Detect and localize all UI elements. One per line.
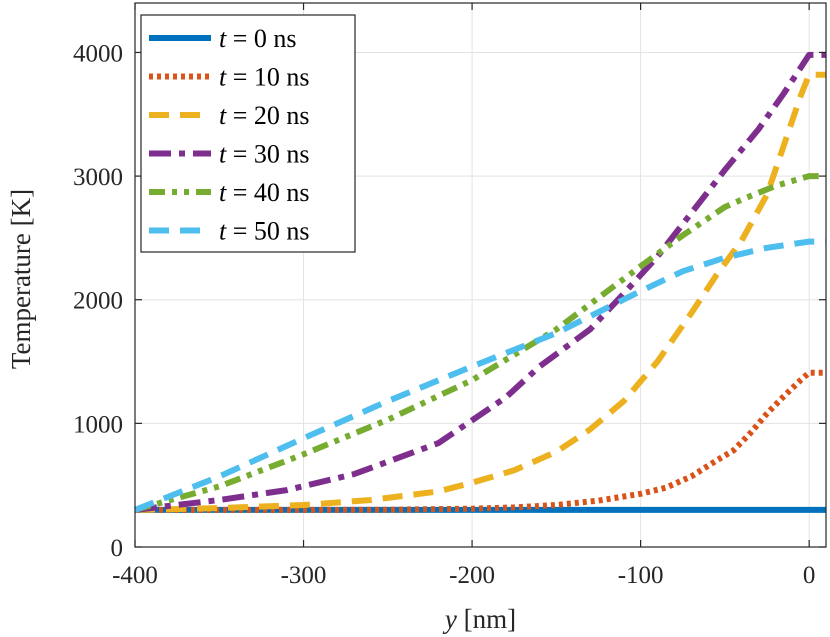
y-tick-labels: 0 1000 2000 3000 4000 [73, 40, 123, 562]
legend-val: 30 ns [254, 140, 310, 169]
legend-box [140, 14, 356, 253]
series-line-5 [133, 238, 826, 513]
x-tick-label: 0 [803, 562, 816, 589]
legend-label-4: t = 40 ns [219, 178, 310, 207]
x-tick-label: -300 [281, 562, 327, 589]
legend-label-0: t = 0 ns [219, 24, 297, 53]
legend-var: t [219, 63, 227, 92]
y-tick-label: 2000 [73, 288, 123, 315]
axes-box [134, 2, 827, 548]
y-tick-label: 0 [111, 535, 124, 562]
legend-label-5: t = 50 ns [219, 217, 310, 246]
series-line-4 [134, 173, 826, 513]
x-tick-labels: -400 -300 -200 -100 0 [112, 562, 815, 589]
legend-val: 10 ns [254, 63, 310, 92]
legend-var: t [219, 140, 227, 169]
series-line-3 [134, 51, 826, 513]
x-tick-label: -400 [112, 562, 158, 589]
legend-eq: = [226, 63, 254, 92]
legend-eq: = [226, 101, 254, 130]
legend-label-3: t = 30 ns [219, 140, 310, 169]
legend-var: t [219, 101, 227, 130]
y-tick-label: 3000 [73, 164, 123, 191]
legend-label-1: t = 10 ns [219, 63, 310, 92]
legend: t = 0 nst = 10 nst = 20 nst = 30 nst = 4… [140, 14, 356, 253]
series-lines [133, 51, 826, 513]
x-axis-label: y [nm] [442, 604, 516, 634]
legend-var: t [219, 24, 227, 53]
legend-eq: = [226, 140, 254, 169]
legend-eq: = [226, 178, 254, 207]
x-tick-label: -100 [618, 562, 664, 589]
x-axis-label-variable: y [442, 604, 457, 634]
legend-var: t [219, 217, 227, 246]
x-tick-label: -200 [449, 562, 495, 589]
legend-label-2: t = 20 ns [219, 101, 310, 130]
y-tick-label: 4000 [73, 40, 123, 67]
legend-eq: = [226, 217, 254, 246]
axis-ticks [134, 3, 826, 548]
series-line-1 [135, 369, 826, 513]
series-line-2 [134, 71, 826, 513]
y-axis-label: Temperature [K] [6, 189, 36, 369]
legend-eq: = [226, 24, 254, 53]
legend-val: 0 ns [254, 24, 297, 53]
legend-var: t [219, 178, 227, 207]
x-axis-label-unit: [nm] [457, 604, 516, 634]
y-tick-label: 1000 [73, 411, 123, 438]
legend-entries: t = 0 nst = 10 nst = 20 nst = 30 nst = 4… [149, 24, 310, 246]
legend-val: 50 ns [254, 217, 310, 246]
legend-val: 40 ns [254, 178, 310, 207]
legend-val: 20 ns [254, 101, 310, 130]
